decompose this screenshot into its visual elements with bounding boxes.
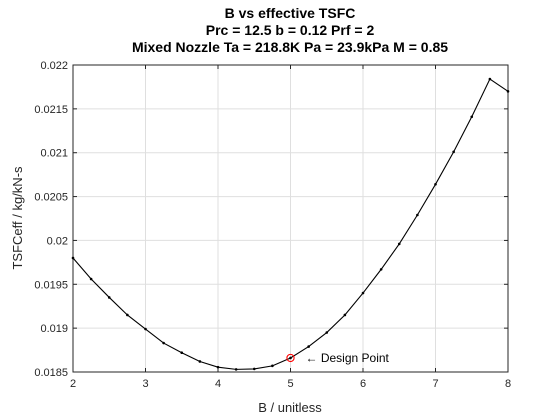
data-point xyxy=(470,115,474,119)
data-point xyxy=(107,296,111,299)
x-tick-label: 7 xyxy=(432,378,438,390)
y-tick-label: 0.0185 xyxy=(34,367,68,379)
series xyxy=(71,77,510,371)
data-point xyxy=(325,331,329,334)
annotations: ← Design Point xyxy=(286,351,390,365)
axis-ticks: 2 3 4 5 6 7 8 0.0185 0.019 0.0195 0.02 0.0205 0.021 0… xyxy=(34,60,511,390)
design-point-label: ← Design Point xyxy=(306,351,390,365)
data-point xyxy=(162,341,165,345)
y-tick-label: 0.021 xyxy=(40,148,68,160)
y-tick-label: 0.019 xyxy=(40,323,68,335)
y-tick-label: 0.0195 xyxy=(34,279,68,291)
y-tick-label: 0.0205 xyxy=(34,192,68,204)
data-point xyxy=(71,256,75,260)
data-point xyxy=(397,242,401,246)
data-point xyxy=(506,90,510,93)
chart-title: B vs effective TSFC xyxy=(225,5,356,21)
x-tick-label: 5 xyxy=(287,378,293,390)
data-point xyxy=(289,356,292,360)
data-point xyxy=(216,365,220,369)
data-point xyxy=(379,268,383,271)
x-tick-label: 8 xyxy=(505,378,511,390)
data-point xyxy=(361,291,365,295)
data-point xyxy=(434,182,437,186)
data-point xyxy=(271,364,274,368)
data-point xyxy=(252,367,256,371)
x-tick-label: 6 xyxy=(360,378,366,390)
y-tick-label: 0.02 xyxy=(47,235,68,247)
data-point xyxy=(180,351,184,355)
chart-subtitle: Prc = 12.5 b = 0.12 Prf = 2 xyxy=(206,22,375,38)
data-point xyxy=(126,313,129,317)
y-axis-label: TSFCeff / kg/kN-s xyxy=(10,166,25,270)
y-tick-label: 0.0215 xyxy=(34,104,68,116)
data-point xyxy=(307,345,310,348)
data-point xyxy=(343,313,347,317)
data-point xyxy=(488,77,492,81)
data-point xyxy=(416,213,419,217)
data-point xyxy=(452,150,455,154)
data-point xyxy=(198,360,202,363)
data-point xyxy=(144,327,147,331)
design-point-marker xyxy=(286,353,295,363)
x-axis-label: B / unitless xyxy=(258,400,322,415)
x-tick-label: 3 xyxy=(142,378,148,390)
data-point xyxy=(234,368,238,371)
data-point xyxy=(89,277,93,281)
x-tick-label: 4 xyxy=(215,378,221,390)
chart-subtitle-2: Mixed Nozzle Ta = 218.8K Pa = 23.9kPa M … xyxy=(132,39,448,55)
x-tick-label: 2 xyxy=(70,378,76,390)
y-tick-label: 0.022 xyxy=(40,60,68,72)
